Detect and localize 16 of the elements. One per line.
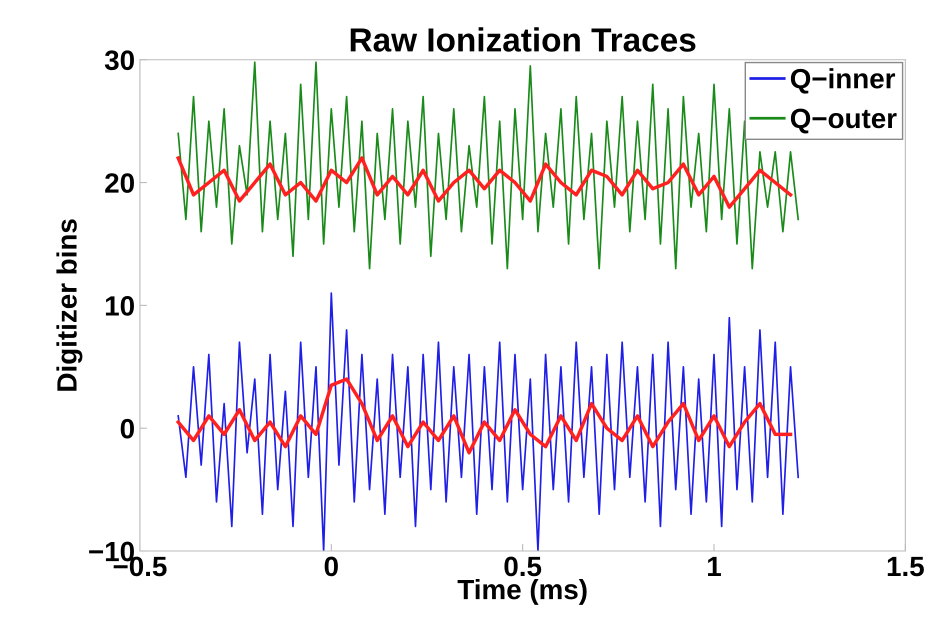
legend-label: Q−outer [790,108,897,134]
y-tick-label: 0 [120,418,134,439]
legend-label: Q−inner [790,68,896,94]
line-series [176,377,792,454]
chart-title: Raw Ionization Traces [350,27,696,52]
x-tick-label: 0 [324,556,338,576]
x-tick-label: 1.5 [888,556,924,576]
y-axis-title: Digitizer bins [56,219,82,391]
line-series [176,156,792,209]
line-series [177,292,800,552]
y-tick-label: 20 [105,173,134,193]
x-tick-label: 1 [708,556,721,576]
y-tick-label: 10 [106,296,134,316]
x-tick-label: 0.5 [504,556,542,576]
x-axis-title: Time (ms) [458,578,587,605]
y-tick-label: 30 [104,50,134,70]
